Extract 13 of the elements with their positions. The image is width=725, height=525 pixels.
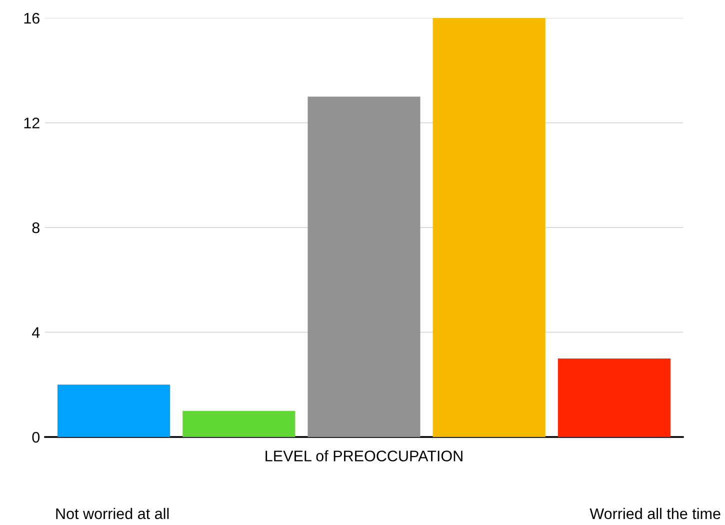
y-tick-label: 12 <box>24 118 40 128</box>
bar <box>58 384 170 437</box>
bar <box>308 96 420 437</box>
y-tick-label: 8 <box>32 222 40 234</box>
y-tick-label: 4 <box>32 327 40 338</box>
y-tick-label: 0 <box>32 432 40 443</box>
text: Not worried at all <box>56 508 169 520</box>
text: Worried all the time <box>590 508 720 520</box>
bar <box>432 18 546 437</box>
y-tick-label: 16 <box>24 12 40 24</box>
bar <box>182 410 296 437</box>
x-axis-title: LEVEL of PREOCCUPATION <box>266 450 462 462</box>
bar <box>558 358 670 437</box>
